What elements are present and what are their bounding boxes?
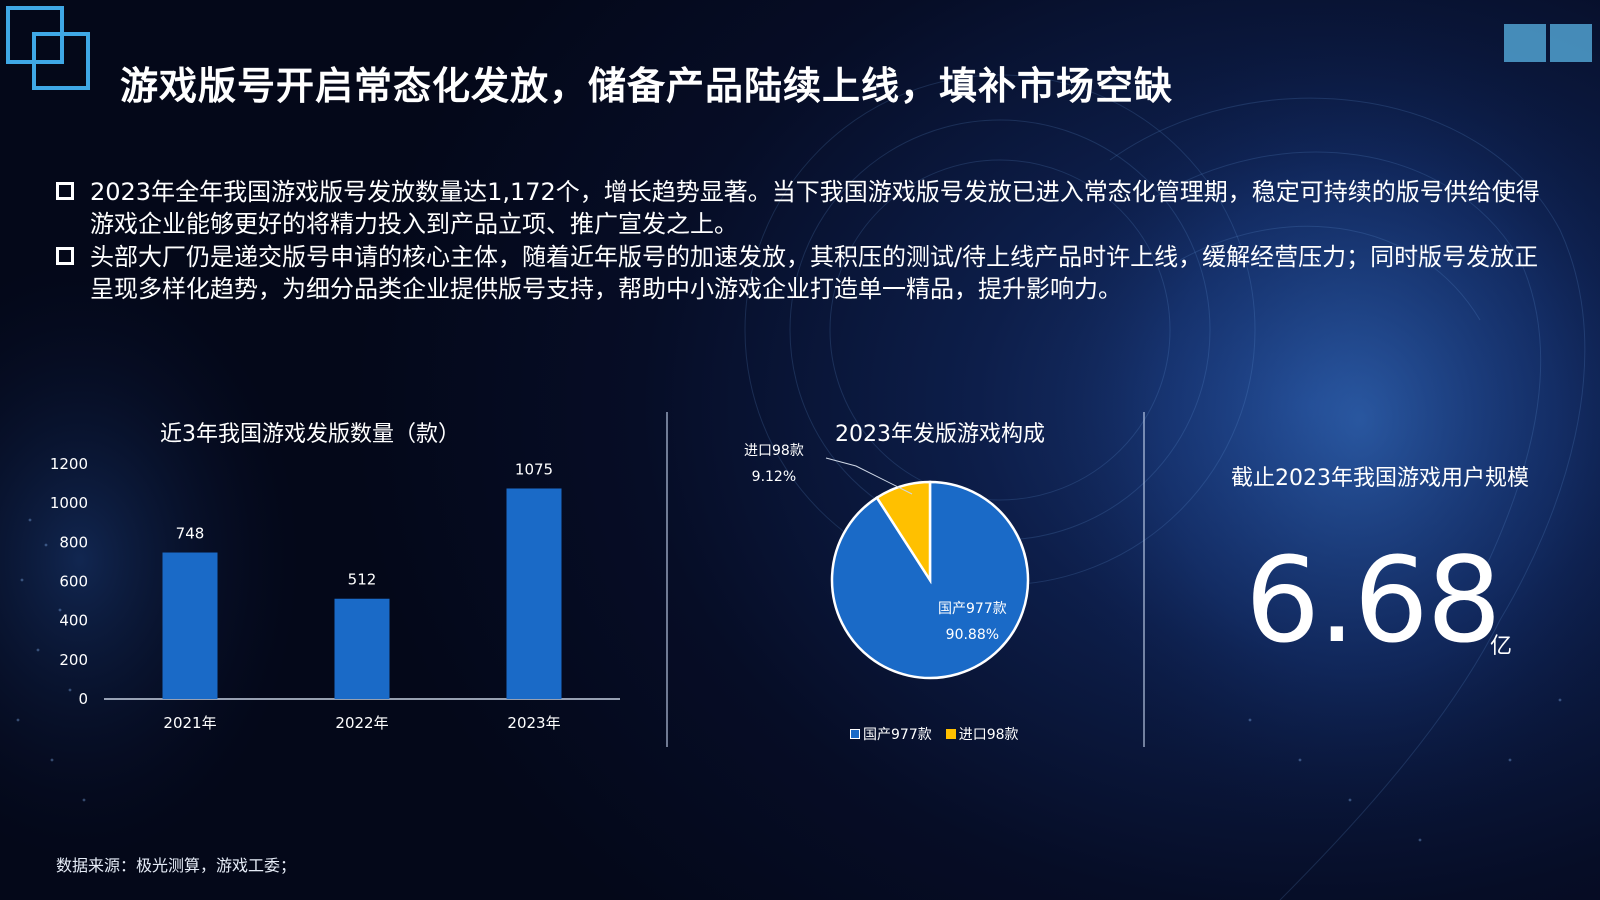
bullet-item: 头部大厂仍是递交版号申请的核心主体，随着近年版号的加速发放，其积压的测试/待上线… [54,241,1554,305]
pie-callout-domestic: 国产977款 90.88% [938,596,1007,648]
legend-item-import: 进口98款 [945,724,1019,744]
x-tick-label: 2023年 [507,714,560,732]
pie-slice [830,480,1030,680]
x-tick-label: 2021年 [163,714,216,732]
bar-data-label: 748 [176,525,205,543]
y-tick-label: 800 [59,533,88,551]
bar [334,598,390,699]
user-scale-label: 截止2023年我国游戏用户规模 [1231,466,1529,491]
user-scale-unit: 亿 [1490,634,1513,659]
bar [506,488,562,699]
bullet-text: 头部大厂仍是递交版号申请的核心主体，随着近年版号的加速发放，其积压的测试/待上线… [90,243,1539,303]
page-title: 游戏版号开启常态化发放，储备产品陆续上线，填补市场空缺 [120,64,1174,108]
pie-callout-import-label: 进口98款 [744,443,804,459]
legend-label-domestic: 国产977款 [863,727,932,743]
bar-chart-title: 近3年我国游戏发版数量（款） [160,422,460,447]
legend-item-domestic: 国产977款 [850,724,932,744]
bullet-list: 2023年全年我国游戏版号发放数量达1,172个，增长趋势显著。当下我国游戏版号… [54,176,1554,306]
pie-chart [830,480,1030,680]
y-tick-label: 0 [78,690,88,708]
legend-label-import: 进口98款 [958,727,1019,743]
pie-callout-domestic-label: 国产977款 [938,601,1007,617]
corner-decoration [1502,24,1594,66]
x-tick-label: 2022年 [335,714,388,732]
bar-chart: 0 200 400 600 800 1000 1200 748 2021年 512 2022年 107… [50,455,620,732]
pie-chart-title: 2023年发版游戏构成 [835,422,1045,447]
y-tick-label: 200 [59,651,88,669]
y-tick-label: 1000 [50,494,88,512]
pie-callout-domestic-percent: 90.88% [945,627,1000,643]
y-tick-label: 600 [59,573,88,591]
divider [666,412,668,747]
y-tick-label: 1200 [50,455,88,473]
bullet-text: 2023年全年我国游戏版号发放数量达1,172个，增长趋势显著。当下我国游戏版号… [90,178,1540,238]
checkbox-bullet-icon [56,247,74,265]
bar [162,552,218,699]
checkbox-bullet-icon [56,182,74,200]
pie-legend: 国产977款 进口98款 [850,724,1070,744]
user-scale-value: 6.68 [1245,531,1502,669]
pie-callout-import: 进口98款 9.12% [744,438,804,490]
bullet-item: 2023年全年我国游戏版号发放数量达1,172个，增长趋势显著。当下我国游戏版号… [54,176,1554,240]
y-tick-label: 400 [59,612,88,630]
legend-swatch-import [945,729,956,739]
bar-data-label: 512 [348,571,377,589]
pie-callout-import-percent: 9.12% [751,469,797,485]
legend-swatch-domestic [850,729,860,739]
data-source-note: 数据来源：极光测算，游戏工委； [56,856,297,875]
bar-data-label: 1075 [515,460,553,478]
logo-squares-icon [6,6,90,90]
divider [1143,412,1145,747]
